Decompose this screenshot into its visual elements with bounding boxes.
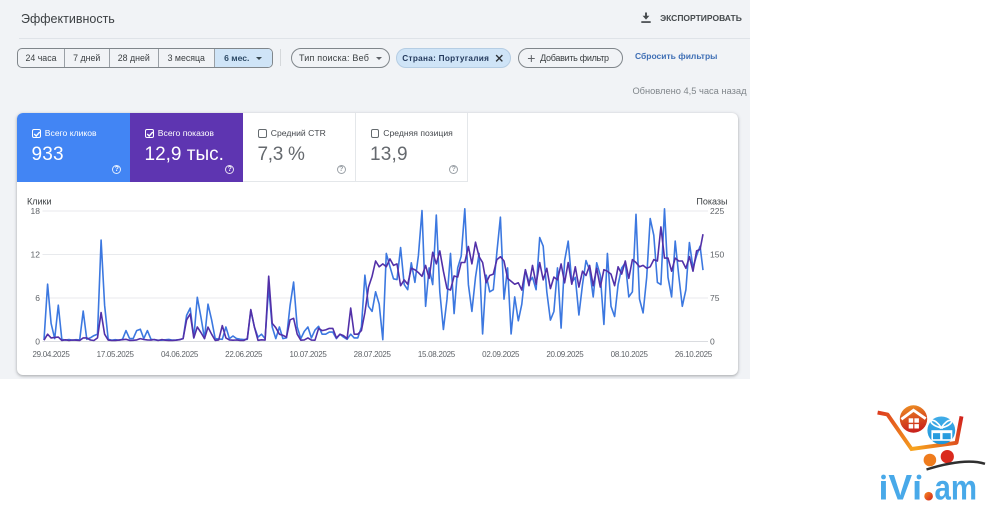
svg-text:0: 0 bbox=[35, 337, 40, 347]
svg-text:15.08.2025: 15.08.2025 bbox=[418, 350, 456, 359]
svg-text:0: 0 bbox=[710, 337, 715, 347]
svg-text:28.07.2025: 28.07.2025 bbox=[354, 350, 392, 359]
svg-text:17.05.2025: 17.05.2025 bbox=[97, 350, 135, 359]
svg-text:Клики: Клики bbox=[27, 197, 52, 207]
svg-text:29.04.2025: 29.04.2025 bbox=[32, 350, 70, 359]
svg-text:18: 18 bbox=[31, 206, 41, 216]
svg-text:75: 75 bbox=[710, 293, 720, 303]
svg-text:6: 6 bbox=[35, 293, 40, 303]
svg-text:Показы: Показы bbox=[696, 197, 727, 207]
svg-text:08.10.2025: 08.10.2025 bbox=[611, 350, 649, 359]
svg-text:04.06.2025: 04.06.2025 bbox=[161, 350, 199, 359]
svg-text:26.10.2025: 26.10.2025 bbox=[675, 350, 713, 359]
svg-text:12: 12 bbox=[31, 250, 41, 260]
svg-text:10.07.2025: 10.07.2025 bbox=[289, 350, 327, 359]
svg-text:ıVı: ıVı bbox=[879, 469, 923, 508]
svg-text:22.06.2025: 22.06.2025 bbox=[225, 350, 263, 359]
svg-text:150: 150 bbox=[710, 250, 724, 260]
svg-text:am: am bbox=[935, 469, 978, 508]
svg-text:20.09.2025: 20.09.2025 bbox=[546, 350, 584, 359]
svg-text:02.09.2025: 02.09.2025 bbox=[482, 350, 520, 359]
svg-text:225: 225 bbox=[710, 206, 724, 216]
